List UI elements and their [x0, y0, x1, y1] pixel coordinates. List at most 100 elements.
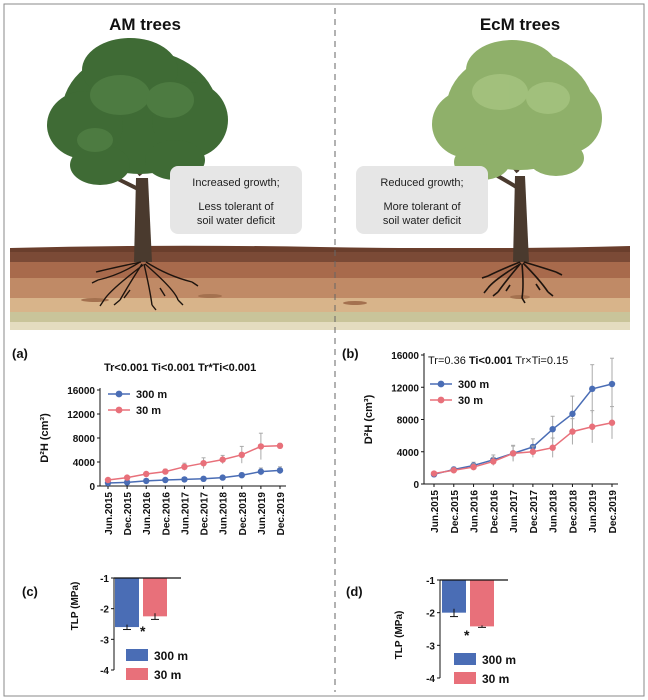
stat-a-0: Tr<0.001: [104, 362, 148, 374]
series-b-0: [430, 357, 616, 478]
y-tick-label-b: 16000: [391, 351, 419, 362]
legend-swatch-d-0: [454, 653, 476, 665]
bar-c-1: [143, 578, 167, 617]
legend-swatch-d-1: [454, 672, 476, 684]
data-point: [608, 419, 616, 426]
figure-border: [3, 3, 645, 697]
illustration: Increased growth; Less tolerant of soil …: [10, 38, 630, 330]
data-point: [608, 380, 616, 388]
x-tick-label-a: Jun.2019: [257, 492, 268, 535]
x-tick-label-b: Jun.2016: [470, 490, 481, 533]
y-tick-label-c: -3: [100, 635, 109, 646]
x-tick-label-b: Dec.2018: [568, 490, 579, 534]
callout-am: Increased growth; Less tolerant of soil …: [170, 166, 302, 234]
callout-ecm-line-1: Reduced growth;: [380, 177, 463, 189]
y-tick-label-d: -4: [426, 674, 435, 685]
data-point: [104, 476, 112, 484]
legend-marker-b-0: [437, 380, 445, 388]
legend-marker-b-1: [437, 396, 445, 404]
chart-b: (b) Tr=0.36 Ti<0.001 Tr×Ti=0.15 0 4000 8000 1…: [342, 346, 619, 533]
legend-label-d-1: 30 m: [482, 672, 509, 686]
legend-marker-a-0: [115, 390, 123, 398]
series-line: [107, 445, 281, 481]
bar-d-1: [470, 580, 494, 627]
callout-am-line-1: Increased growth;: [192, 177, 279, 189]
significance-marker-d: *: [464, 627, 470, 643]
data-point: [276, 442, 284, 449]
legend-swatch-c-1: [126, 668, 148, 680]
y-tick-label-d: -1: [426, 576, 435, 587]
x-tick-label-a: Jun.2017: [180, 492, 191, 535]
x-tick-label-a: Dec.2018: [238, 492, 249, 536]
y-axis-label-b: D²H (cm³): [363, 394, 375, 444]
soil-band: [10, 245, 630, 330]
data-point: [238, 472, 245, 479]
header-ecm-trees: EcM trees: [480, 15, 560, 34]
x-tick-label-b: Jun.2018: [549, 490, 560, 533]
y-tick-label-b: 0: [413, 480, 419, 491]
bar-c-0: [115, 578, 139, 628]
data-point: [123, 479, 131, 486]
data-point: [162, 468, 169, 475]
x-tick-label-a: Jun.2016: [142, 492, 153, 535]
callout-ecm-line-3: soil water deficit: [383, 215, 461, 227]
legend-marker-a-1: [115, 406, 123, 414]
x-tick-label-b: Jun.2015: [430, 490, 441, 533]
x-tick-label-b: Dec.2016: [489, 490, 500, 534]
data-point: [123, 474, 131, 481]
data-point: [181, 476, 188, 483]
x-tick-label-a: Jun.2018: [219, 492, 230, 535]
stat-b-0: Tr=0.36: [428, 355, 466, 367]
stat-a-2: Tr*Ti<0.001: [195, 362, 256, 374]
legend-label-c-1: 30 m: [154, 668, 181, 682]
data-point: [143, 470, 150, 478]
data-point: [238, 451, 245, 458]
x-tick-label-b: Jun.2017: [509, 490, 520, 533]
callout-ecm-line-2: More tolerant of: [383, 201, 461, 213]
y-tick-label-c: -2: [100, 605, 109, 616]
data-point: [200, 475, 207, 482]
panel-label-c: (c): [22, 584, 38, 599]
data-point: [200, 460, 207, 467]
x-tick-label-b: Dec.2017: [529, 490, 540, 534]
data-point: [219, 474, 226, 481]
panel-label-a: (a): [12, 346, 28, 361]
am-tree-illustration: [47, 38, 228, 311]
data-point: [219, 456, 226, 463]
y-tick-label-a: 16000: [67, 386, 95, 397]
stat-b-1: Ti<0.001: [466, 355, 513, 367]
stats-annotation-b: Tr=0.36 Ti<0.001 Tr×Ti=0.15: [428, 355, 568, 367]
series-line: [433, 421, 613, 475]
x-tick-label-a: Jun.2015: [104, 492, 115, 535]
y-tick-label-d: -3: [426, 641, 435, 652]
stat-a-1: Ti<0.001: [148, 362, 195, 374]
data-point: [569, 410, 576, 418]
data-point: [490, 458, 497, 465]
stat-b-2: Tr×Ti=0.15: [512, 355, 568, 367]
data-point: [257, 443, 265, 450]
legend-label-a-1: 30 m: [136, 405, 161, 417]
panel-label-b: (b): [342, 346, 359, 361]
data-point: [509, 450, 517, 457]
data-point: [181, 463, 188, 470]
data-point: [470, 463, 477, 471]
x-tick-label-b: Jun.2019: [588, 490, 599, 533]
chart-c: (c) -1 -2 -3 -4 TLP (MPa) * 300 m 30 m: [22, 574, 188, 682]
y-tick-label-d: -2: [426, 609, 435, 620]
header-am-trees: AM trees: [109, 15, 181, 34]
callout-ecm: Reduced growth; More tolerant of soil wa…: [356, 166, 488, 234]
y-tick-label-b: 12000: [391, 383, 419, 394]
callout-am-line-3: soil water deficit: [197, 215, 275, 227]
series-b-1: [430, 406, 616, 477]
data-point: [529, 448, 537, 455]
x-tick-label-a: Dec.2017: [200, 492, 211, 536]
legend-label-b-0: 300 m: [458, 379, 489, 391]
y-tick-label-a: 0: [89, 482, 95, 493]
series-line: [433, 383, 613, 476]
callout-am-line-2: Less tolerant of: [198, 201, 274, 213]
legend-label-b-1: 30 m: [458, 395, 483, 407]
chart-a: (a) Tr<0.001 Ti<0.001 Tr*Ti<0.001 0 4000 800…: [12, 346, 287, 535]
stats-annotation-a: Tr<0.001 Ti<0.001 Tr*Ti<0.001: [104, 362, 256, 374]
x-tick-label-a: Dec.2015: [123, 492, 134, 536]
